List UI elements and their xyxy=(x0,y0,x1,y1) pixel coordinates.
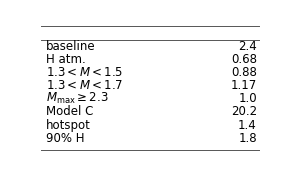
Text: 90% H: 90% H xyxy=(46,132,84,145)
Text: 0.88: 0.88 xyxy=(231,66,257,79)
Text: 0.68: 0.68 xyxy=(231,53,257,66)
Text: $1.3 < M < 1.5$: $1.3 < M < 1.5$ xyxy=(46,66,123,79)
Text: Model C: Model C xyxy=(46,105,93,118)
Text: $M_{\mathrm{max}} \geq 2.3$: $M_{\mathrm{max}} \geq 2.3$ xyxy=(46,91,108,106)
Text: baseline: baseline xyxy=(46,40,95,53)
Text: $1.3 < M < 1.7$: $1.3 < M < 1.7$ xyxy=(46,79,122,92)
Text: H atm.: H atm. xyxy=(46,53,86,66)
Text: 1.17: 1.17 xyxy=(231,79,257,92)
Text: 1.0: 1.0 xyxy=(238,92,257,105)
Text: 20.2: 20.2 xyxy=(231,105,257,118)
Text: 1.8: 1.8 xyxy=(238,132,257,145)
Text: hotspot: hotspot xyxy=(46,119,91,132)
Text: 1.4: 1.4 xyxy=(238,119,257,132)
Text: 2.4: 2.4 xyxy=(238,40,257,53)
